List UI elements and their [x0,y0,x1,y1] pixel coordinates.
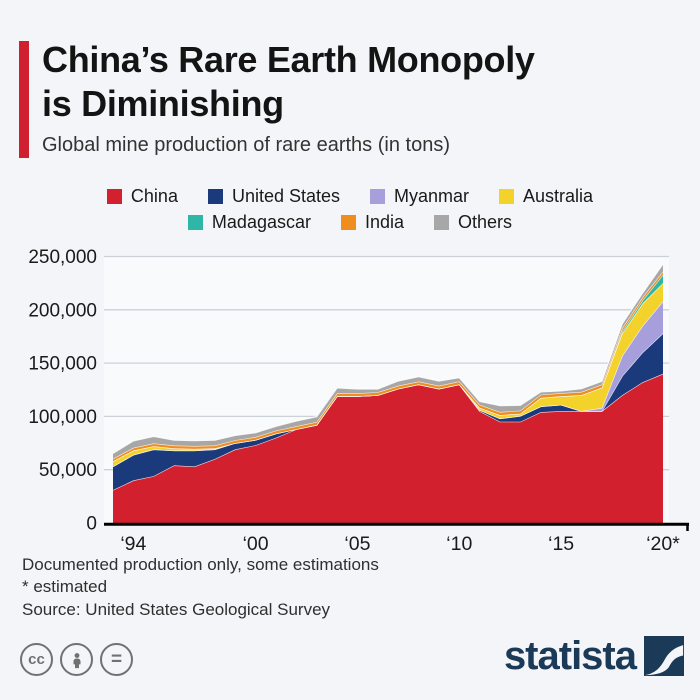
footnote-production: Documented production only, some estimat… [22,555,379,574]
area-band-others [113,264,663,459]
legend-swatch-india [340,215,356,230]
area-band-india [113,271,663,462]
legend-item-united-states: United States [207,186,341,207]
title-line-1: China’s Rare Earth Monopoly [42,39,535,80]
y-tick-label-100000: 100,000 [28,407,97,428]
statista-logo[interactable]: statista [504,636,684,676]
x-tick-label-2020: ‘20* [646,533,680,555]
legend-row-1: China United States Myanmar Australia [106,186,593,207]
legend-swatch-australia [499,189,515,204]
x-tick-label-2005: ‘05 [344,533,370,555]
legend-row-2: Madagascar India Others [187,212,512,233]
area-band-madagascar [113,274,663,462]
area-band-australia [113,283,663,467]
legend-swatch-others [434,215,450,230]
legend-item-australia: Australia [499,186,593,207]
legend-label-china: China [130,186,178,206]
y-tick-label-250000: 250,000 [28,247,97,268]
title-accent-bar [19,41,29,158]
legend-label-india: India [364,212,405,232]
legend-label-united-states: United States [231,186,341,206]
chart-subtitle: Global mine production of rare earths (i… [42,134,450,156]
person-glyph [72,652,81,668]
area-edge-madagascar [112,274,664,462]
area-edge-others [112,263,664,454]
legend-swatch-china [106,189,122,204]
area-edge-united-states [112,332,664,468]
legend-label-madagascar: Madagascar [211,212,311,232]
y-tick-label-200000: 200,000 [28,300,97,321]
legend-label-australia: Australia [523,186,594,206]
area-edge-australia [112,282,664,462]
area-band-myanmar [113,301,663,467]
equals-glyph: = [110,648,123,670]
cc-glyph: cc [28,651,45,668]
x-tick-label-1994: ‘94 [120,533,146,555]
area-edge-myanmar [112,300,664,468]
x-tick-label-2000: ‘00 [243,533,269,555]
x-tick-label-2010: ‘10 [446,533,472,555]
creative-commons-icon[interactable]: cc [20,643,53,676]
attribution-person-icon[interactable] [60,643,93,676]
x-tick-label-2015: ‘15 [548,533,574,555]
page-title: China’s Rare Earth Monopoly is Diminishi… [42,38,535,126]
legend-label-myanmar: Myanmar [394,186,470,206]
license-icons: cc = [20,643,133,676]
footnote-estimated: * estimated [22,577,108,596]
legend-item-china: China [106,186,178,207]
no-derivatives-icon[interactable]: = [100,643,133,676]
y-tick-label-150000: 150,000 [28,354,97,375]
plot-area [104,256,669,523]
chart-legend: China United States Myanmar Australia Madag… [0,186,700,233]
area-edge-india [112,271,664,460]
legend-item-madagascar: Madagascar [187,212,311,233]
statista-logo-mark [644,636,684,676]
y-tick-label-0: 0 [86,514,97,535]
legend-swatch-madagascar [187,215,203,230]
legend-swatch-united-states [207,189,223,204]
legend-swatch-myanmar [370,189,386,204]
area-band-china [113,373,663,523]
source-line: Source: United States Geological Survey [22,600,331,619]
y-tick-label-50000: 50,000 [39,460,97,481]
legend-label-others: Others [458,212,513,232]
area-edge-china [112,373,664,491]
title-line-2: is Diminishing [42,82,284,124]
legend-item-others: Others [434,212,512,233]
legend-item-myanmar: Myanmar [370,186,469,207]
legend-item-india: India [340,212,405,233]
area-band-united-states [113,333,663,490]
statista-wordmark: statista [503,634,637,678]
